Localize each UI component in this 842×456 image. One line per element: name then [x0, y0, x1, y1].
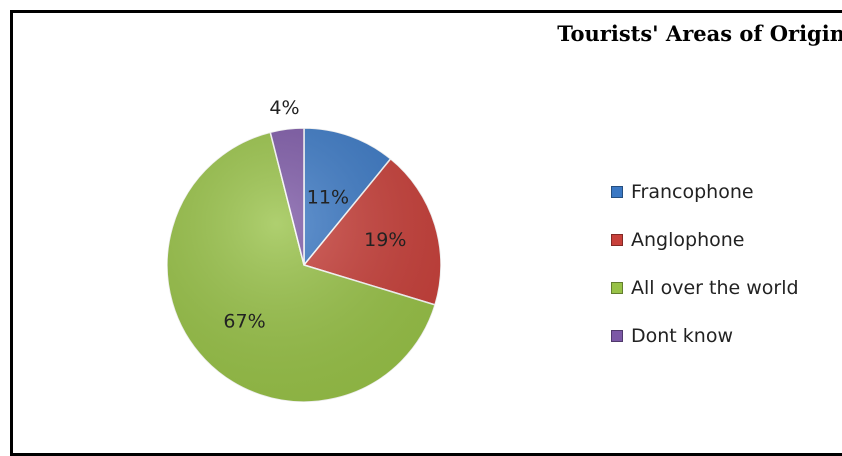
- legend-item-dont-know: Dont know: [611, 325, 733, 347]
- chart-title: Tourists' Areas of Origin: [557, 21, 842, 46]
- legend-label-francophone: Francophone: [631, 181, 754, 203]
- pie-label-all-over-the-world: 67%: [223, 310, 265, 332]
- legend-swatch-all-over-the-world: [611, 282, 623, 294]
- legend-swatch-francophone: [611, 186, 623, 198]
- legend-label-anglophone: Anglophone: [631, 229, 745, 251]
- legend-swatch-dont-know: [611, 330, 623, 342]
- pie-label-anglophone: 19%: [364, 229, 406, 251]
- legend-item-anglophone: Anglophone: [611, 229, 744, 251]
- chart-frame: Tourists' Areas of Origin 11% 19% 67% 4% Fr…: [10, 10, 842, 456]
- legend-label-all-over-the-world: All over the world: [631, 277, 799, 299]
- pie-label-dont-know: 4%: [269, 97, 299, 119]
- legend-item-francophone: Francophone: [611, 181, 754, 203]
- legend-label-dont-know: Dont know: [631, 325, 733, 347]
- legend-item-all-over-the-world: All over the world: [611, 277, 799, 299]
- legend: Francophone Anglophone All over the worl…: [611, 181, 842, 361]
- pie-label-francophone: 11%: [307, 186, 349, 208]
- legend-swatch-anglophone: [611, 234, 623, 246]
